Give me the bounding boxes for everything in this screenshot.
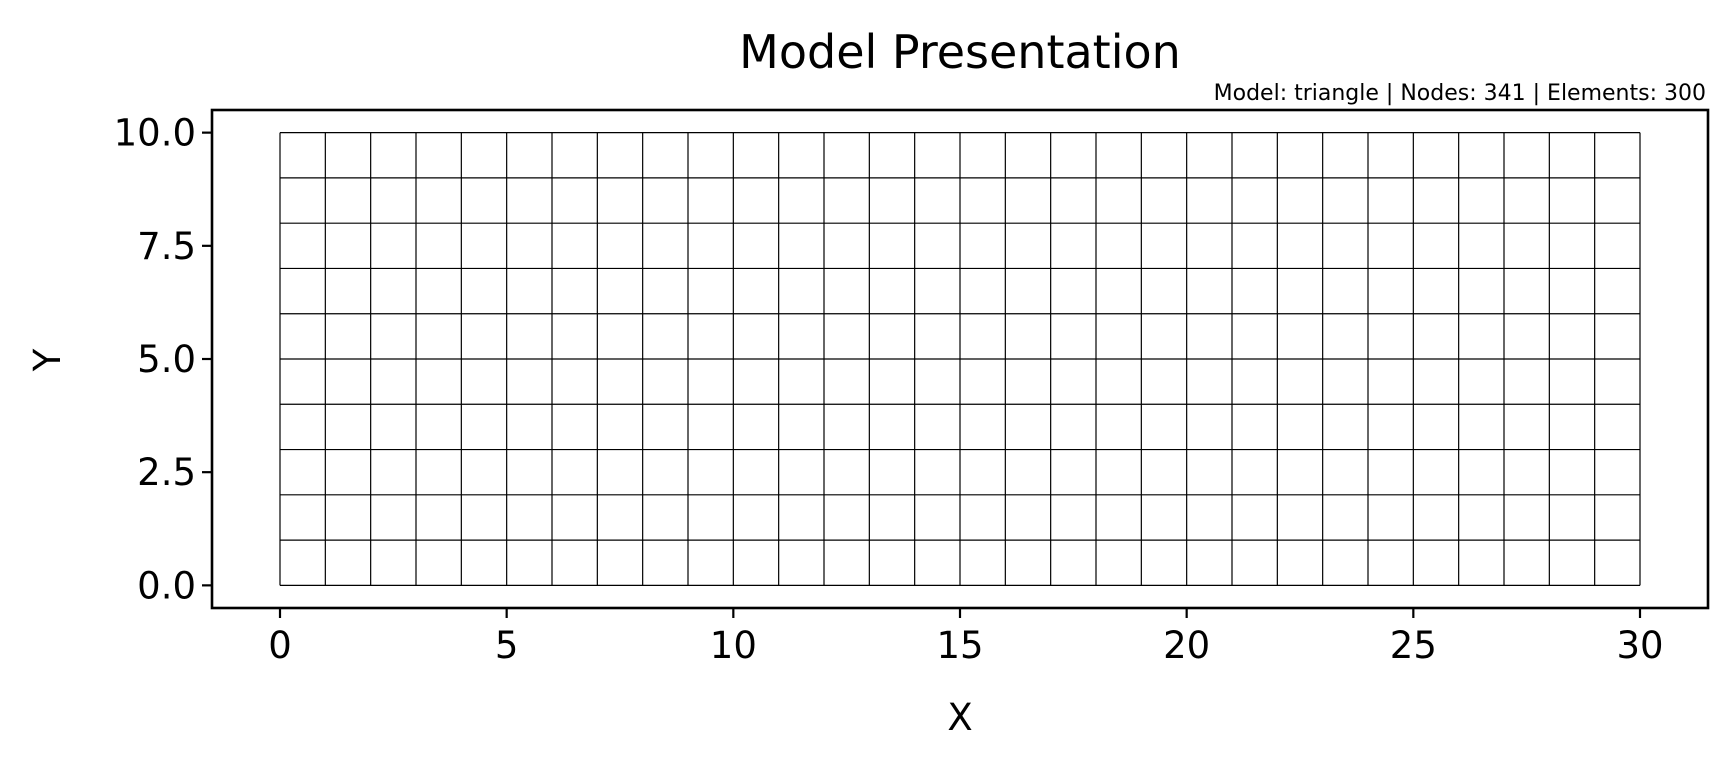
- info-separator: |: [1533, 81, 1540, 106]
- y-axis-label: Y: [26, 348, 69, 372]
- y-tick-label: 10.0: [114, 112, 196, 155]
- y-tick-label: 7.5: [137, 225, 196, 268]
- plot-frame: [210, 108, 1710, 610]
- x-tick-label: 25: [1390, 624, 1437, 667]
- y-axis: 0.0 2.5 5.0 7.5 10.0: [114, 112, 212, 607]
- model-info: Model: triangle | Nodes: 341 | Elements:…: [1214, 81, 1706, 106]
- x-tick-label: 0: [268, 624, 292, 667]
- x-tick-label: 10: [710, 624, 757, 667]
- element-count: Elements: 300: [1547, 81, 1706, 106]
- mesh-grid: [279, 132, 1641, 586]
- y-tick-label: 5.0: [137, 338, 196, 381]
- x-tick-label: 20: [1163, 624, 1210, 667]
- chart-title: Model Presentation: [739, 25, 1181, 79]
- y-tick-label: 2.5: [137, 451, 196, 494]
- model-type: Model: triangle: [1214, 81, 1379, 106]
- info-separator: |: [1386, 81, 1393, 106]
- x-axis-label: X: [947, 696, 972, 739]
- y-tick-label: 0.0: [137, 564, 196, 607]
- x-tick-label: 5: [495, 624, 519, 667]
- x-tick-label: 15: [936, 624, 983, 667]
- x-tick-label: 30: [1616, 624, 1663, 667]
- node-count: Nodes: 341: [1400, 81, 1525, 106]
- x-axis: 0 5 10 15 20 25 30: [268, 608, 1664, 667]
